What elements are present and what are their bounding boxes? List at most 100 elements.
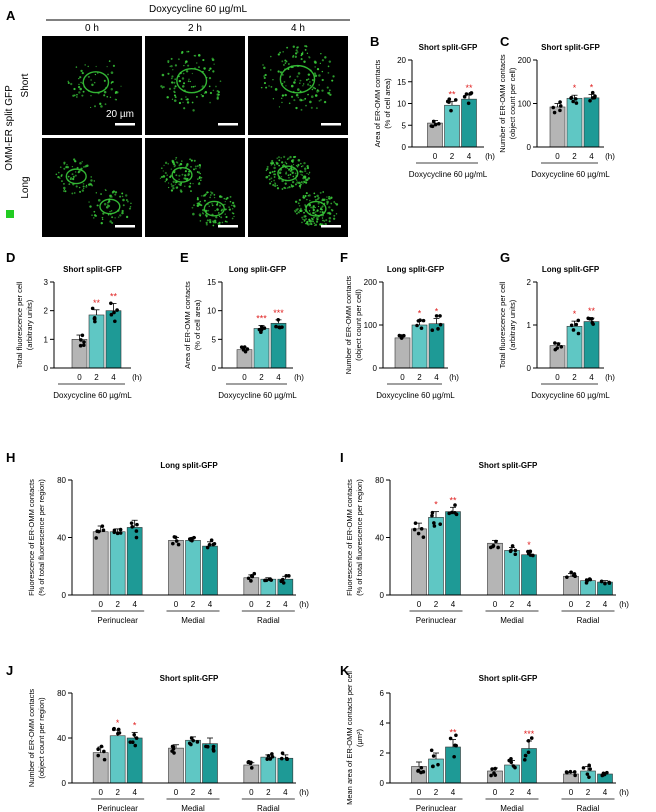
y-tick-label: 0 <box>380 779 385 788</box>
chart-d: D Short split-GFP 0 1 2 3 Total fluorescence p… <box>6 250 142 400</box>
micrograph <box>42 138 142 237</box>
data-point <box>112 528 117 533</box>
y-tick-label: 80 <box>57 689 66 698</box>
data-point <box>100 524 105 528</box>
x-tick-label: 4 <box>434 373 439 382</box>
data-point <box>176 542 181 547</box>
data-point <box>593 94 597 99</box>
chart-title: Short split-GFP <box>541 43 600 52</box>
x-tick-label: 2 <box>115 600 120 609</box>
data-point <box>454 512 459 517</box>
bar <box>168 747 184 784</box>
timepoint-label: 0 h <box>85 23 99 34</box>
bar <box>260 756 277 784</box>
bar <box>583 321 600 369</box>
x-tick-label: 0 <box>98 788 103 797</box>
data-point <box>195 740 200 744</box>
data-point <box>246 576 251 581</box>
data-point <box>280 751 285 755</box>
unit-label: (h) <box>605 373 615 382</box>
data-point <box>270 755 275 759</box>
data-point <box>496 545 500 550</box>
y-tick-label: 0 <box>527 143 532 152</box>
data-point <box>130 524 135 529</box>
data-point <box>490 767 494 771</box>
micrograph-signal <box>55 158 132 225</box>
y-axis-label: Number of ER-OMM contacts <box>344 276 353 375</box>
bar <box>563 576 579 596</box>
x-tick-label: 2 <box>434 600 439 609</box>
x-tick-label: 4 <box>283 600 288 609</box>
data-point <box>96 747 100 752</box>
data-point <box>266 754 271 758</box>
data-point <box>431 764 435 769</box>
data-point <box>419 527 424 531</box>
data-point <box>268 577 272 582</box>
data-point <box>93 319 97 324</box>
data-point <box>172 751 176 755</box>
y-tick-label: 5 <box>402 121 407 130</box>
x-axis-label: Doxycycline 60 µg/mL <box>53 391 132 400</box>
x-tick-label: 2 <box>259 373 264 382</box>
chart-title: Long split-GFP <box>387 265 445 274</box>
data-point <box>522 758 527 762</box>
data-point <box>416 531 421 536</box>
data-point <box>526 750 531 755</box>
x-tick-label: 2 <box>572 373 577 382</box>
data-point <box>79 338 83 342</box>
bar <box>428 517 444 596</box>
side-label: OMM-ER split GFP <box>4 85 15 171</box>
significance-marker: *** <box>524 729 535 739</box>
data-point <box>109 312 114 317</box>
chart-title: Short split-GFP <box>63 265 122 274</box>
bar <box>185 540 201 596</box>
x-tick-label: 0 <box>417 600 422 609</box>
micrograph-signal <box>260 45 335 111</box>
panel-letter: H <box>6 450 15 465</box>
data-point <box>99 744 104 749</box>
unit-label: (h) <box>449 373 459 382</box>
group-label: Radial <box>577 616 600 625</box>
bar <box>92 531 109 596</box>
data-point <box>413 521 418 525</box>
data-point <box>135 522 139 527</box>
y-tick-label: 0 <box>44 364 49 373</box>
data-point <box>241 347 246 352</box>
data-point <box>259 324 264 329</box>
x-tick-label: 4 <box>467 152 472 161</box>
y-tick-label: 40 <box>57 534 66 543</box>
data-point <box>526 738 531 743</box>
data-point <box>565 575 569 579</box>
data-point <box>82 343 86 348</box>
significance-marker: *** <box>256 314 267 324</box>
x-tick-label: 4 <box>276 373 281 382</box>
x-tick-label: 2 <box>510 600 515 609</box>
chart-title: Long split-GFP <box>229 265 287 274</box>
data-point <box>189 736 194 740</box>
x-tick-label: 4 <box>132 600 137 609</box>
y-tick-label: 0 <box>527 364 532 373</box>
data-point <box>207 543 212 547</box>
y-axis-label: Number of ER-OMM contacts <box>498 54 507 153</box>
bar <box>549 106 566 148</box>
panel-a-header: Doxycycline 60 µg/mL <box>149 4 247 15</box>
y-tick-label: 80 <box>375 476 384 485</box>
data-point <box>118 527 123 532</box>
unit-label: (h) <box>299 600 309 609</box>
data-point <box>171 747 176 751</box>
y-tick-label: 15 <box>397 78 406 87</box>
y-tick-label: 3 <box>44 278 49 287</box>
micrograph <box>145 36 245 135</box>
chart-c: C Short split-GFP 0 100 200 Number of ER-OMM … <box>498 34 615 179</box>
significance-marker: * <box>573 309 577 319</box>
x-tick-label: 4 <box>451 600 456 609</box>
data-point <box>605 770 609 775</box>
x-tick-label: 2 <box>266 600 271 609</box>
data-point <box>551 105 556 110</box>
y-tick-label: 1 <box>527 321 532 330</box>
data-point <box>132 732 137 737</box>
bar <box>88 314 105 369</box>
x-tick-label: 0 <box>400 373 405 382</box>
x-tick-label: 2 <box>191 788 196 797</box>
